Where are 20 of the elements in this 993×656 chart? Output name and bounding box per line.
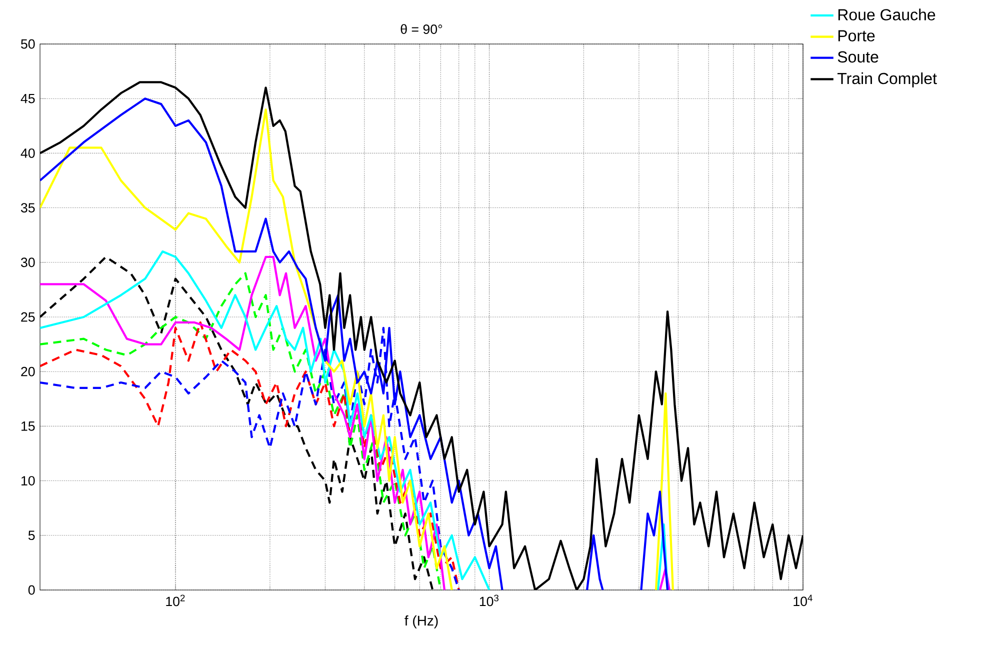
y-tick-label: 40 — [20, 148, 35, 158]
y-tick-label: 45 — [20, 94, 35, 104]
legend-label: Roue Gauche — [838, 8, 936, 20]
y-tick-label: 5 — [28, 530, 35, 540]
y-tick-label: 0 — [28, 585, 35, 595]
x-tick-label: 10$^{4}$ — [794, 594, 812, 606]
y-tick-label: 50 — [21, 39, 35, 49]
y-tick-label: 15 — [21, 422, 35, 431]
y-tick-label: 30 — [20, 258, 35, 268]
legend-label: Porte — [838, 30, 875, 42]
y-tick-label: 10 — [21, 476, 35, 486]
y-tick-label: 35 — [20, 203, 35, 213]
x-tick-label: 10$^{3}$ — [480, 594, 499, 606]
y-tick-label: 20 — [21, 366, 35, 376]
x-axis-title: f (Hz) — [404, 615, 438, 628]
chart-title: θ = 90° — [400, 24, 442, 34]
x-tick-label: 10$^{2}$ — [166, 594, 185, 606]
legend-label: Soute — [838, 51, 878, 63]
y-tick-label: 25 — [21, 312, 35, 322]
legend-label: Train Complet — [837, 72, 937, 88]
